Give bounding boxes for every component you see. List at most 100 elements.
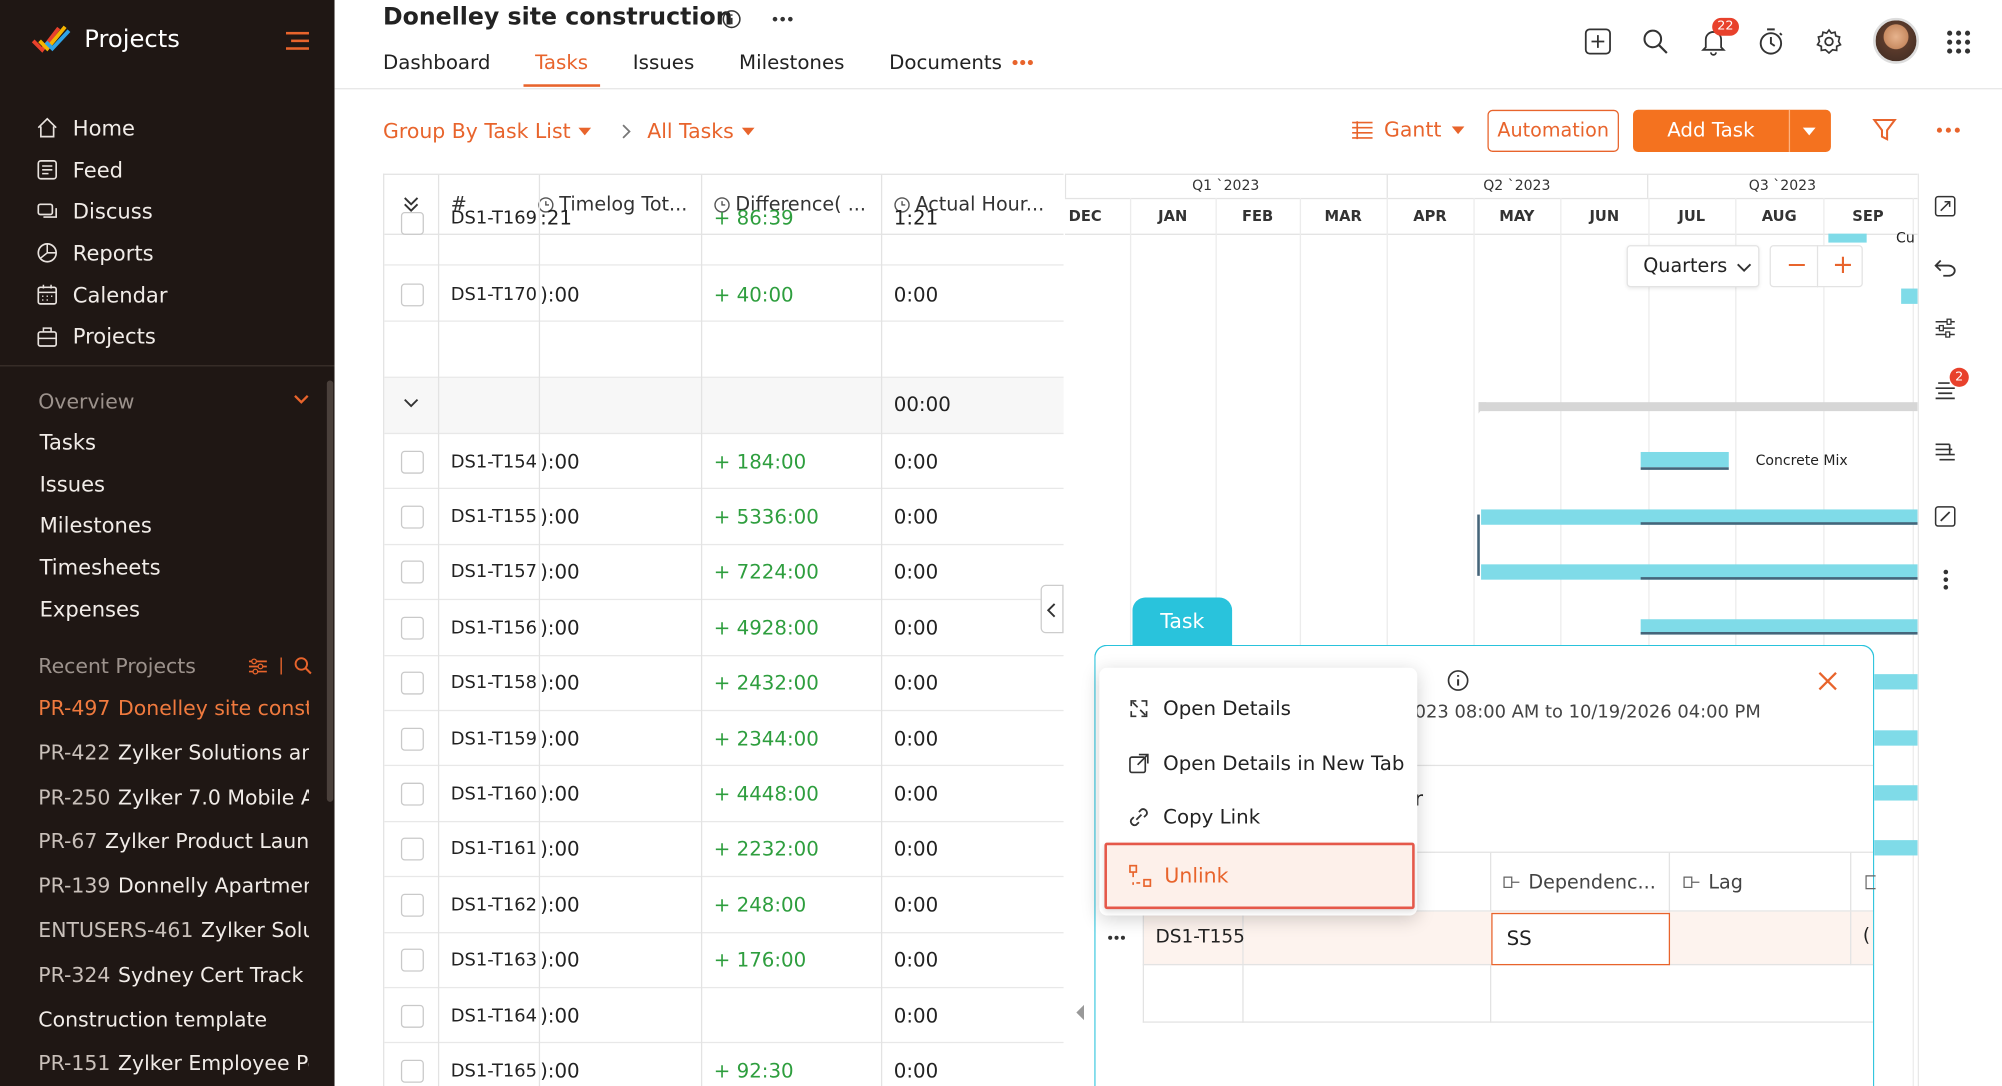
- table-row[interactable]: DS1-T163):00 + 176:00 0:00: [384, 933, 1064, 989]
- recent-project-item[interactable]: Construction template: [38, 998, 309, 1042]
- row-checkbox[interactable]: [400, 1059, 424, 1083]
- sidebar-item-discuss[interactable]: Discuss: [36, 191, 168, 233]
- gantt-bar[interactable]: [1640, 619, 1918, 635]
- row-checkbox[interactable]: [400, 782, 424, 806]
- panel-collapse-handle[interactable]: [1040, 584, 1064, 634]
- sidebar-scrollbar[interactable]: [326, 380, 334, 802]
- toolbar-more-icon[interactable]: [1936, 126, 1962, 134]
- row-checkbox[interactable]: [400, 727, 424, 751]
- project-title[interactable]: Donelley site construction: [383, 3, 733, 31]
- row-checkbox[interactable]: [400, 1004, 424, 1028]
- table-row[interactable]: DS1-T162):00 + 248:00 0:00: [384, 877, 1064, 933]
- table-row[interactable]: DS1-T161):00 + 2232:00 0:00: [384, 822, 1064, 878]
- task-id[interactable]: DS1-T157: [450, 562, 538, 583]
- more-tabs-icon[interactable]: [1011, 59, 1034, 67]
- gantt-bar[interactable]: [1481, 509, 1918, 525]
- scroll-left-icon[interactable]: [1076, 1004, 1084, 1021]
- sidebar-item-calendar[interactable]: Calendar: [36, 274, 168, 316]
- automation-button[interactable]: Automation: [1487, 109, 1619, 152]
- recent-project-item[interactable]: PR-497 Donelley site construction: [38, 687, 309, 731]
- recent-project-item[interactable]: PR-139 Donnelly Apartments: [38, 865, 309, 909]
- table-row[interactable]: DS1-T160):00 + 4448:00 0:00: [384, 767, 1064, 822]
- row-checkbox[interactable]: [400, 838, 424, 862]
- add-task-dropdown-icon[interactable]: [1802, 127, 1816, 136]
- critical-path-icon[interactable]: [1934, 442, 1956, 464]
- row-checkbox[interactable]: [400, 450, 424, 474]
- table-row[interactable]: DS1-T169:21 + 86:39 1:21: [384, 207, 1064, 266]
- context-menu-item-copy-link[interactable]: Copy Link: [1127, 806, 1260, 829]
- task-id[interactable]: DS1-T155: [450, 506, 538, 528]
- group-by-dropdown[interactable]: Group By Task List: [383, 118, 571, 144]
- gear-icon[interactable]: [1816, 28, 1843, 55]
- zoom-level-select[interactable]: Quarters: [1626, 245, 1760, 288]
- filter-settings-icon[interactable]: [248, 657, 268, 675]
- overview-item-timesheets[interactable]: Timesheets: [39, 555, 161, 580]
- edit-icon[interactable]: [1934, 506, 1956, 528]
- task-id[interactable]: DS1-T159: [450, 728, 538, 750]
- user-avatar[interactable]: [1873, 17, 1920, 64]
- row-checkbox[interactable]: [400, 893, 424, 917]
- tab-dashboard[interactable]: Dashboard: [383, 51, 491, 75]
- overview-item-expenses[interactable]: Expenses: [39, 597, 140, 622]
- column-header-dependency[interactable]: Dependenc...: [1503, 871, 1656, 894]
- row-checkbox[interactable]: [400, 211, 424, 235]
- table-row[interactable]: DS1-T158):00 + 2432:00 0:00: [384, 656, 1064, 712]
- task-id[interactable]: DS1-T162: [450, 894, 538, 916]
- chevron-down-icon[interactable]: [403, 398, 419, 408]
- caret-down-icon[interactable]: [741, 127, 755, 135]
- gantt-bar[interactable]: [1874, 674, 1918, 690]
- zoom-out-button[interactable]: −: [1786, 248, 1808, 280]
- overview-item-tasks[interactable]: Tasks: [39, 430, 97, 455]
- task-id[interactable]: DS1-T158: [450, 673, 538, 694]
- context-menu-item-open-details[interactable]: Open Details: [1127, 697, 1291, 720]
- table-row[interactable]: DS1-T159):00 + 2344:00 0:00: [384, 711, 1064, 767]
- task-id[interactable]: DS1-T164: [450, 1005, 538, 1027]
- gantt-bar[interactable]: [1874, 730, 1918, 746]
- filter-icon[interactable]: [1872, 117, 1898, 143]
- close-icon[interactable]: [1818, 672, 1837, 691]
- task-id[interactable]: DS1-T170: [450, 284, 538, 305]
- hamburger-icon[interactable]: [286, 31, 312, 51]
- table-row[interactable]: DS1-T164):00 0:00: [384, 988, 1064, 1044]
- gantt-bar[interactable]: [1874, 840, 1918, 856]
- column-header-difference[interactable]: Difference( ...: [714, 175, 864, 235]
- tab-tasks[interactable]: Tasks: [523, 51, 599, 87]
- tab-milestones[interactable]: Milestones: [739, 51, 845, 75]
- gantt-bar[interactable]: [1828, 233, 1867, 243]
- task-id[interactable]: DS1-T169: [450, 208, 538, 229]
- column-header-id[interactable]: #: [450, 192, 467, 216]
- timer-icon[interactable]: [1758, 27, 1784, 56]
- task-list-group-row[interactable]: 00:00: [384, 377, 1064, 435]
- sidebar-item-home[interactable]: Home: [36, 107, 168, 149]
- table-row[interactable]: DS1-T155):00 + 5336:00 0:00: [384, 490, 1064, 545]
- info-icon[interactable]: [721, 9, 741, 29]
- column-header-actual-hours[interactable]: Actual Hour...: [894, 175, 1054, 235]
- task-id[interactable]: DS1-T160: [450, 784, 538, 805]
- column-header-lag[interactable]: Lag: [1683, 871, 1743, 894]
- baseline-icon[interactable]: [1934, 380, 1956, 400]
- recent-project-item[interactable]: PR-422 Zylker Solutions and Services: [38, 731, 309, 775]
- table-row[interactable]: DS1-T154):00 + 184:00 0:00: [384, 434, 1064, 490]
- gantt-bar[interactable]: [1481, 564, 1918, 580]
- sidebar-item-projects[interactable]: Projects: [36, 316, 168, 358]
- gantt-bar[interactable]: [1901, 288, 1918, 304]
- row-checkbox[interactable]: [400, 282, 424, 306]
- sidebar-item-reports[interactable]: Reports: [36, 232, 168, 274]
- recent-project-item[interactable]: PR-250 Zylker 7.0 Mobile App: [38, 776, 309, 820]
- gantt-bar[interactable]: [1874, 785, 1918, 801]
- overview-item-issues[interactable]: Issues: [39, 472, 106, 497]
- recent-project-item[interactable]: PR-324 Sydney Cert Track (AU): [38, 953, 309, 997]
- task-id[interactable]: DS1-T161: [450, 839, 538, 860]
- task-id[interactable]: DS1-T154: [450, 451, 538, 473]
- recent-project-item[interactable]: PR-151 Zylker Employee Portal: [38, 1042, 309, 1086]
- table-row[interactable]: DS1-T170):00 + 40:00 0:00: [384, 267, 1064, 322]
- row-checkbox[interactable]: [400, 616, 424, 640]
- sidebar-item-feed[interactable]: Feed: [36, 149, 168, 191]
- chevron-down-icon[interactable]: [292, 393, 310, 406]
- tab-issues[interactable]: Issues: [632, 51, 695, 75]
- table-row[interactable]: DS1-T156):00 + 4928:00 0:00: [384, 600, 1064, 656]
- context-menu-item-open-details-in-new-tab[interactable]: Open Details in New Tab: [1127, 752, 1405, 775]
- more-options-icon[interactable]: [771, 15, 794, 23]
- dependency-task-id[interactable]: DS1-T155: [1155, 926, 1245, 948]
- search-icon[interactable]: [1642, 28, 1669, 55]
